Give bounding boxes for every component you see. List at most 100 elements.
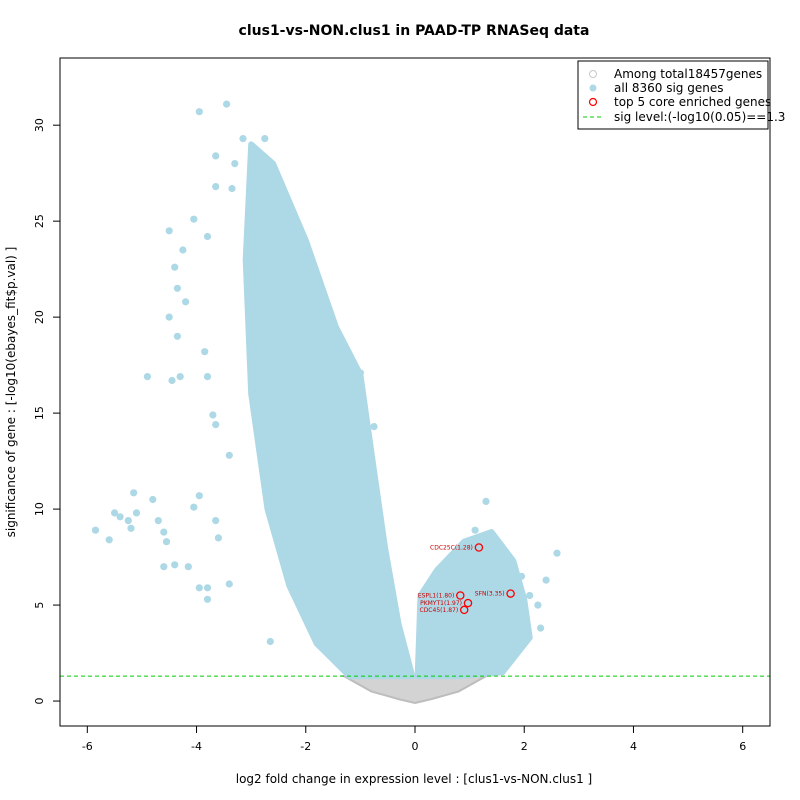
sig-gene-point	[212, 183, 220, 191]
y-tick-label: 15	[33, 406, 46, 420]
sig-gene-point	[266, 637, 274, 646]
legend-core-label: top 5 core enriched genes	[614, 95, 771, 109]
sig-gene-point	[154, 517, 162, 525]
sig-gene-point	[111, 509, 119, 517]
sig-gene-point	[542, 576, 550, 584]
sig-gene-point	[160, 563, 168, 571]
sig-gene-point	[340, 342, 348, 350]
sig-gene-point	[105, 536, 113, 544]
sig-gene-point	[176, 373, 184, 381]
core-gene-label: CDC25C(1.28)	[430, 545, 473, 552]
chart-title: clus1-vs-NON.clus1 in PAAD-TP RNASeq dat…	[239, 23, 590, 39]
sig-gene-point	[250, 173, 258, 181]
core-gene-label: SFN(3.35)	[475, 591, 505, 598]
sig-gene-point	[212, 152, 220, 160]
sig-gene-point	[171, 263, 179, 271]
y-axis: 0 5 10 15 20 25 30	[33, 118, 61, 705]
sig-gene-point	[127, 524, 135, 532]
plot-frame	[59, 57, 771, 727]
sig-gene-point	[537, 624, 545, 632]
x-tick-label: -4	[191, 740, 202, 753]
x-tick-label: -2	[300, 740, 311, 753]
legend-sig-marker	[589, 84, 597, 92]
sig-gene-point	[184, 563, 192, 571]
sig-gene-point	[168, 376, 176, 385]
sig-gene-point	[326, 317, 334, 325]
sig-gene-point	[149, 495, 157, 504]
core-gene-marker	[506, 589, 515, 598]
legend-total-marker	[589, 70, 597, 78]
sig-gene-point	[203, 232, 212, 241]
core-gene-marker	[463, 598, 473, 608]
sig-gene-point	[212, 421, 220, 429]
sig-gene-point	[182, 298, 190, 306]
sig-gene-point	[261, 135, 269, 143]
sig-gene-point	[203, 584, 212, 592]
sig-gene-point	[162, 538, 171, 546]
sig-gene-point	[195, 492, 203, 500]
sig-gene-point	[228, 184, 236, 193]
legend-sig-label: all 8360 sig genes	[614, 81, 723, 95]
legend-core-marker	[588, 97, 598, 107]
sig-gene-point	[165, 313, 173, 321]
sig-gene-point	[116, 513, 124, 521]
sig-gene-cloud-up	[414, 529, 533, 680]
sig-gene-point	[201, 348, 209, 356]
legend-sig-line-label: sig level:(-log10(0.05)==1.3	[614, 110, 785, 124]
sig-gene-point	[190, 215, 198, 223]
legend-box	[577, 60, 769, 130]
sig-gene-point	[173, 332, 181, 340]
sig-gene-point	[132, 509, 141, 517]
sig-gene-point	[231, 160, 239, 168]
y-tick-label: 30	[33, 118, 46, 132]
sig-gene-point	[225, 451, 233, 459]
sig-gene-point	[190, 503, 198, 511]
sig-gene-point	[130, 489, 138, 497]
sig-gene-point	[225, 580, 233, 588]
sig-gene-point	[91, 526, 100, 534]
x-tick-label: 6	[739, 740, 746, 753]
x-axis-label: log2 fold change in expression level : […	[236, 772, 592, 786]
sig-gene-point	[212, 517, 220, 525]
x-axis: -6 -4 -2 0 2 4 6	[82, 725, 746, 753]
core-gene-label: PKMYT1(1.97)	[420, 600, 462, 607]
sig-gene-point	[482, 497, 490, 505]
sig-gene-point	[179, 246, 187, 254]
x-tick-label: -6	[82, 740, 93, 753]
sig-gene-point	[214, 534, 222, 542]
sig-gene-point	[173, 284, 181, 292]
sig-gene-point	[195, 108, 203, 116]
sig-gene-point	[171, 561, 179, 569]
nonsig-gene-cloud	[340, 675, 490, 705]
legend-total-label: Among total18457genes	[614, 67, 762, 81]
sig-gene-point	[517, 572, 526, 580]
sig-gene-point	[195, 584, 203, 592]
y-tick-label: 20	[33, 310, 46, 324]
sig-gene-point	[310, 263, 318, 271]
y-tick-label: 10	[33, 502, 46, 516]
sig-gene-point	[203, 373, 212, 381]
sig-gene-point	[471, 526, 479, 534]
sig-gene-point	[272, 246, 280, 254]
sig-gene-point	[124, 517, 132, 525]
y-axis-label: significance of gene : [-log10(ebayes_fi…	[4, 247, 18, 538]
core-gene-label: CDC45(1.87)	[420, 607, 459, 614]
core-gene-marker	[474, 543, 484, 552]
core-gene-label: ESPL1(1.80)	[418, 593, 454, 600]
core-gene-marker	[459, 605, 469, 615]
sig-gene-point	[526, 591, 534, 600]
sig-gene-cloud-down	[242, 141, 416, 680]
y-tick-label: 0	[33, 698, 46, 705]
sig-gene-point	[345, 405, 354, 413]
core-gene-marker	[456, 591, 465, 600]
x-tick-label: 2	[521, 740, 528, 753]
sig-gene-point	[143, 373, 151, 381]
sig-gene-point	[160, 528, 168, 536]
y-tick-label: 5	[33, 602, 46, 609]
sig-gene-point	[553, 549, 561, 557]
y-tick-label: 25	[33, 214, 46, 228]
sig-gene-point	[209, 411, 217, 419]
legend: Among total18457genes all 8360 sig genes…	[577, 60, 785, 130]
x-tick-label: 4	[630, 740, 637, 753]
